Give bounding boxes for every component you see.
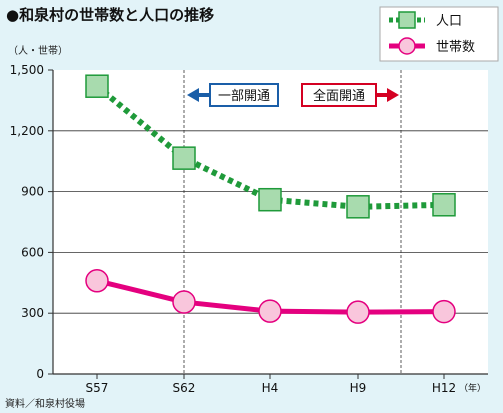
annotations: 一部開通 全面開通 <box>187 83 399 107</box>
annotation-box-partial <box>209 83 279 107</box>
y-tick-label: 1,200 <box>10 124 44 138</box>
grid-lines <box>48 69 488 379</box>
x-tick-label: H9 <box>350 381 367 395</box>
data-point-square <box>432 193 456 217</box>
data-point-circle <box>432 299 456 324</box>
annotation-partial-open: 一部開通 <box>218 89 270 104</box>
y-tick-label: 300 <box>21 306 44 320</box>
legend-circle-marker <box>398 37 416 55</box>
source-note: 資料／和泉村役場 <box>5 399 85 410</box>
data-point-circle <box>172 290 196 314</box>
x-axis-suffix: （年） <box>459 382 486 394</box>
data-point-square <box>85 74 109 98</box>
data-point-circle <box>346 300 370 324</box>
annotation-full-open: 全面開通 <box>313 88 365 104</box>
y-tick-label: 0 <box>36 367 44 381</box>
y-tick-label: 900 <box>21 185 44 199</box>
data-point-circle <box>85 269 109 293</box>
y-tick-label: 1,500 <box>10 63 44 77</box>
data-point-square <box>346 195 370 219</box>
x-tick-label: S62 <box>173 381 196 395</box>
legend-label: 人口 <box>436 14 462 29</box>
y-tick-labels: 0 300 600 900 1,200 1,500 <box>10 63 44 381</box>
x-tick-labels: S57 S62 H4 H9 H12 （年） <box>86 381 486 395</box>
data-point-square <box>258 187 282 212</box>
series-group <box>85 74 456 324</box>
left-arrow-icon <box>187 88 199 102</box>
x-tick-label: H12 <box>432 381 456 395</box>
right-arrow-icon <box>387 88 399 102</box>
data-point-circle <box>258 299 282 323</box>
reference-lines <box>183 70 402 374</box>
chart-title: ●和泉村の世帯数と人口の推移 <box>6 6 215 24</box>
legend-square-marker <box>398 11 416 29</box>
data-point-square <box>172 146 196 170</box>
y-tick-label: 600 <box>21 245 44 259</box>
x-tick-label: H4 <box>262 381 279 395</box>
x-tick-label: S57 <box>86 381 109 395</box>
legend-label: 世帯数 <box>436 40 475 55</box>
plot-area <box>53 70 488 374</box>
y-axis-unit-label: （人・世帯） <box>8 46 68 57</box>
